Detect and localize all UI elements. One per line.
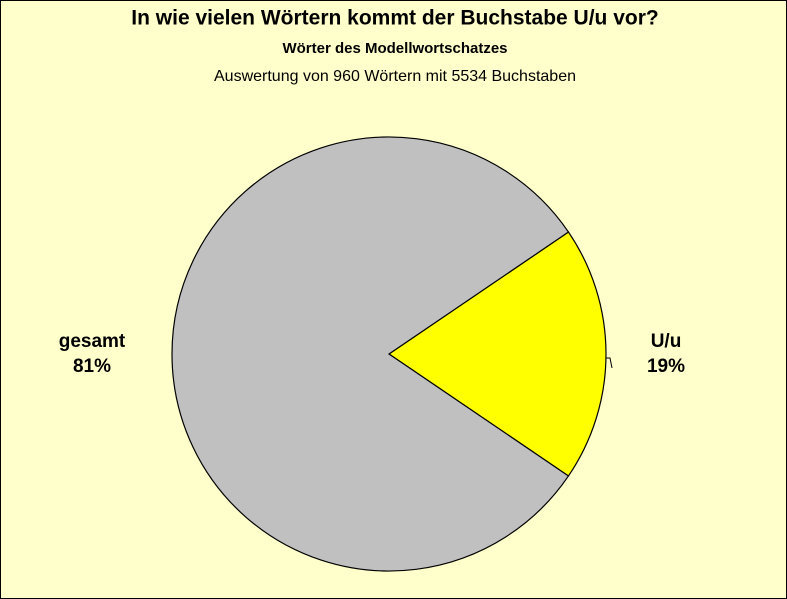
slice-value-label: 19% (647, 356, 685, 377)
slice-label: gesamt (59, 331, 126, 352)
pie-slice (171, 136, 570, 572)
chart-caption: Auswertung von 960 Wörtern mit 5534 Buch… (214, 68, 576, 85)
chart-title: In wie vielen Wörtern kommt der Buchstab… (131, 7, 658, 30)
slice-value-label: 81% (73, 356, 111, 377)
leader-line (606, 357, 613, 369)
chart-subtitle: Wörter des Modellwortschatzes (282, 40, 507, 57)
pie-slice (387, 231, 607, 477)
slice-label: U/u (651, 331, 682, 352)
